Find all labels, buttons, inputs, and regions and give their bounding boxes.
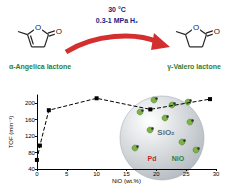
svg-text:15: 15 <box>123 171 130 177</box>
svg-text:SiO₂: SiO₂ <box>157 128 175 137</box>
svg-text:NiO (wt.%): NiO (wt.%) <box>112 178 141 184</box>
svg-text:γ-Valero lactone: γ-Valero lactone <box>167 63 221 71</box>
svg-text:0: 0 <box>35 171 39 177</box>
svg-text:O: O <box>35 23 41 32</box>
svg-text:O: O <box>56 27 62 36</box>
svg-text:O: O <box>193 23 199 32</box>
svg-text:Pd: Pd <box>148 155 157 162</box>
svg-text:NiO: NiO <box>172 155 185 162</box>
svg-text:0.3-1 MPa H₂: 0.3-1 MPa H₂ <box>96 17 138 24</box>
svg-text:O: O <box>214 27 220 36</box>
svg-text:5: 5 <box>65 171 69 177</box>
svg-text:160: 160 <box>25 117 36 123</box>
svg-text:120: 120 <box>25 133 36 139</box>
svg-text:30: 30 <box>213 171 220 177</box>
svg-text:40: 40 <box>28 166 35 172</box>
svg-text:20: 20 <box>153 171 160 177</box>
svg-text:TOF (min⁻¹): TOF (min⁻¹) <box>8 116 14 148</box>
svg-text:80: 80 <box>28 150 35 156</box>
svg-text:10: 10 <box>93 171 100 177</box>
svg-text:α-Angelica lactone: α-Angelica lactone <box>9 63 71 71</box>
svg-text:30 °C: 30 °C <box>108 6 126 13</box>
svg-text:25: 25 <box>183 171 190 177</box>
svg-text:200: 200 <box>25 100 36 106</box>
